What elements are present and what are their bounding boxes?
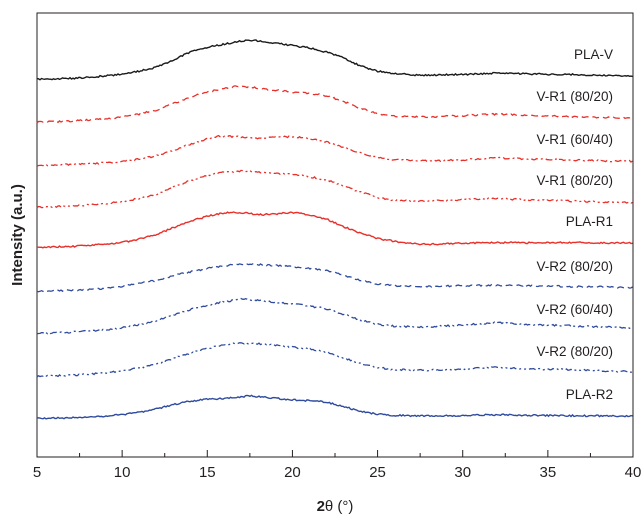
series-label-2: V-R1 (80/20) (536, 89, 613, 104)
y-axis-label: Intensity (a.u.) (9, 184, 26, 286)
x-tick-label-5: 5 (33, 464, 41, 481)
series-label-8: V-R2 (80/20) (536, 344, 613, 359)
series-label-1: PLA-V (574, 47, 613, 62)
series-label-5: PLA-R1 (566, 214, 613, 229)
series-layer (36, 39, 633, 420)
series-line-1 (36, 39, 633, 81)
x-tick-label-15: 15 (199, 464, 216, 481)
x-tick-label-25: 25 (369, 464, 386, 481)
x-tick-label-30: 30 (454, 464, 471, 481)
x-tick-label-40: 40 (625, 464, 642, 481)
series-line-8 (36, 341, 633, 378)
series-label-layer: PLA-V V-R1 (80/20) V-R1 (60/40) V-R1 (80/20… (536, 47, 613, 402)
x-axis-label-prefix: 2 (317, 498, 325, 515)
x-tick-label-35: 35 (540, 464, 557, 481)
series-line-7 (36, 297, 633, 335)
series-label-9: PLA-R2 (566, 387, 613, 402)
series-line-5 (37, 211, 633, 249)
series-line-3 (36, 134, 633, 167)
plot-frame (36, 12, 634, 458)
x-tick-layer: 5 10 15 20 25 30 35 40 (33, 450, 642, 481)
x-axis-label-symbol: θ (°) (325, 498, 354, 515)
x-tick-label-10: 10 (114, 464, 131, 481)
series-label-7: V-R2 (60/40) (536, 302, 613, 317)
series-label-3: V-R1 (60/40) (536, 132, 613, 147)
series-label-6: V-R2 (80/20) (536, 259, 613, 274)
series-line-9 (36, 394, 633, 420)
series-label-4: V-R1 (80/20) (536, 173, 613, 188)
series-line-4 (36, 169, 633, 209)
series-line-2 (36, 85, 633, 124)
x-tick-label-20: 20 (284, 464, 301, 481)
x-axis-label: 2θ (°) (317, 498, 354, 515)
